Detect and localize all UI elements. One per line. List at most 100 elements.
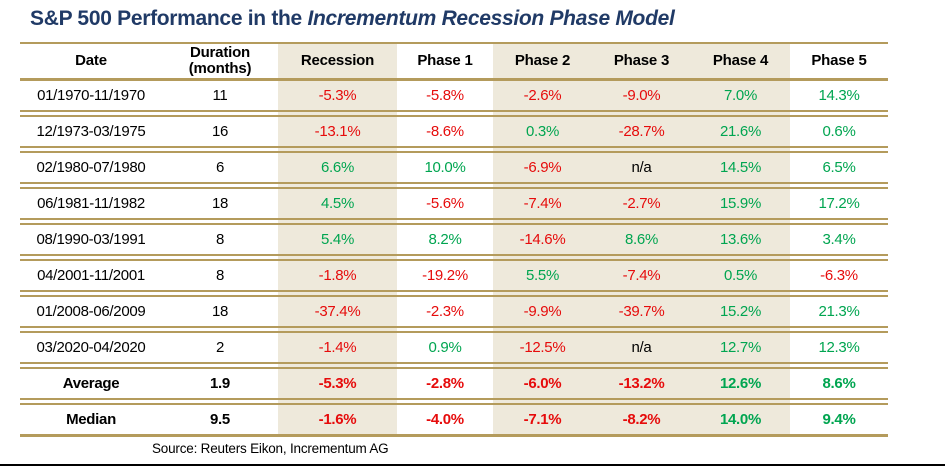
table-cell: 6.5% bbox=[822, 159, 856, 177]
table-cell: 15.9% bbox=[719, 195, 762, 213]
table-cell: 06/1981-11/1982 bbox=[37, 195, 145, 213]
table-cell: 14.3% bbox=[818, 87, 860, 105]
table-cell: 17.2% bbox=[818, 195, 860, 213]
table-cell: 8.2% bbox=[428, 231, 462, 249]
table-cell: -1.6% bbox=[318, 411, 357, 429]
column-header: Phase 2 bbox=[514, 52, 571, 70]
table-cell: 0.5% bbox=[724, 267, 757, 285]
table-cell: 21.3% bbox=[818, 303, 860, 321]
column-header: Phase 1 bbox=[417, 52, 473, 70]
table-cell: 21.6% bbox=[719, 123, 762, 141]
table-cell: -7.4% bbox=[523, 195, 562, 213]
table-header-row: Date Duration (months) Recession Phase 1 Pha… bbox=[20, 42, 888, 82]
table-cell: -37.4% bbox=[314, 303, 361, 321]
table-cell: -2.3% bbox=[426, 303, 464, 321]
table-cell: 3.4% bbox=[822, 231, 856, 249]
table-cell: Average bbox=[62, 375, 120, 393]
table-row: 02/1980-07/1980 6 6.6% 10.0% -6.9% n/a 14.5% 6.… bbox=[20, 151, 888, 185]
table-cell: 15.2% bbox=[719, 303, 762, 321]
table-cell: 2 bbox=[215, 339, 225, 357]
table-cell: 8.6% bbox=[625, 231, 658, 249]
table-cell: -2.8% bbox=[426, 375, 464, 393]
table-cell: -8.6% bbox=[426, 123, 464, 141]
table-cell: 12.7% bbox=[719, 339, 762, 357]
table-cell: 10.0% bbox=[424, 159, 466, 177]
column-header: Recession bbox=[300, 52, 375, 70]
table-cell: 9.4% bbox=[822, 411, 856, 429]
table-cell: 01/2008-06/2009 bbox=[36, 303, 146, 321]
table-cell: 16 bbox=[211, 123, 229, 141]
table-row: 01/1970-11/1970 11 -5.3% -5.8% -2.6% -9.0% 7.0… bbox=[20, 81, 888, 113]
table-row: 06/1981-11/1982 18 4.5% -5.6% -7.4% -2.7% 15.9… bbox=[20, 187, 888, 221]
table-row: 08/1990-03/1991 8 5.4% 8.2% -14.6% 8.6% 13.6% 3… bbox=[20, 223, 888, 257]
table-cell: -9.0% bbox=[622, 87, 661, 105]
table-cell: -1.4% bbox=[318, 339, 357, 357]
table-cell: 8.6% bbox=[822, 375, 856, 393]
table-cell: -5.3% bbox=[318, 87, 357, 105]
table-cell: 0.9% bbox=[428, 339, 462, 357]
table-cell: 6 bbox=[215, 159, 225, 177]
table-cell: n/a bbox=[631, 339, 652, 357]
table-cell: 4.5% bbox=[321, 195, 354, 213]
column-header: Phase 4 bbox=[712, 52, 769, 70]
table-cell: -19.2% bbox=[422, 267, 468, 285]
column-header: Duration (months) bbox=[188, 44, 252, 78]
table-cell: -6.0% bbox=[523, 375, 562, 393]
table-cell: 04/2001-11/2001 bbox=[37, 267, 145, 285]
table-row: 01/2008-06/2009 18 -37.4% -2.3% -9.9% -39.7% 1… bbox=[20, 295, 888, 329]
table-cell: 18 bbox=[211, 303, 229, 321]
table-cell: 02/1980-07/1980 bbox=[36, 159, 146, 177]
table-cell: 14.0% bbox=[719, 411, 762, 429]
table-cell: 7.0% bbox=[724, 87, 757, 105]
table-cell: -14.6% bbox=[519, 231, 566, 249]
table-cell: 12.6% bbox=[719, 375, 762, 393]
table-cell: -13.1% bbox=[314, 123, 361, 141]
table-cell: Median bbox=[66, 411, 116, 429]
table-cell: 08/1990-03/1991 bbox=[36, 231, 146, 249]
recession-column-stripe bbox=[278, 42, 397, 438]
table-cell: 01/1970-11/1970 bbox=[37, 87, 145, 105]
table-cell: 03/2020-04/2020 bbox=[36, 339, 146, 357]
table-cell: -13.2% bbox=[618, 375, 665, 393]
table-row: Average 1.9 -5.3% -2.8% -6.0% -13.2% 12.6% 8.6% bbox=[20, 367, 888, 401]
table-cell: 8 bbox=[215, 231, 225, 249]
table-row: 03/2020-04/2020 2 -1.4% 0.9% -12.5% n/a 12.7% 1… bbox=[20, 331, 888, 365]
table-cell: -12.5% bbox=[519, 339, 566, 357]
table-cell: 9.5 bbox=[210, 411, 230, 429]
table-cell: 12.3% bbox=[818, 339, 860, 357]
column-highlight-stripes bbox=[20, 42, 888, 438]
table-cell: 14.5% bbox=[719, 159, 762, 177]
figure-title: S&P 500 Performance in the Incrementum R… bbox=[30, 7, 675, 31]
source-note: Source: Reuters Eikon, Incrementum AG bbox=[152, 441, 389, 456]
table-cell: -8.2% bbox=[622, 411, 661, 429]
table-cell: -2.7% bbox=[622, 195, 661, 213]
table-row: 12/1973-03/1975 16 -13.1% -8.6% 0.3% -28.7% 21… bbox=[20, 115, 888, 149]
table-body: 01/1970-11/1970 11 -5.3% -5.8% -2.6% -9.0% 7.0… bbox=[20, 81, 888, 438]
table-cell: 1.9 bbox=[210, 375, 230, 393]
table-cell: -6.3% bbox=[820, 267, 858, 285]
performance-table: Date Duration (months) Recession Phase 1 Pha… bbox=[20, 42, 888, 438]
column-header: Phase 3 bbox=[613, 52, 670, 70]
table-cell: -1.8% bbox=[318, 267, 357, 285]
table-cell: -7.1% bbox=[523, 411, 562, 429]
table-cell: -4.0% bbox=[426, 411, 464, 429]
column-header: Phase 5 bbox=[811, 52, 867, 70]
table-cell: 0.6% bbox=[822, 123, 856, 141]
figure-title-prefix: S&P 500 Performance in the bbox=[30, 7, 308, 30]
table-cell: 13.6% bbox=[719, 231, 762, 249]
table-cell: -39.7% bbox=[618, 303, 665, 321]
table-cell: 8 bbox=[215, 267, 225, 285]
table-cell: 12/1973-03/1975 bbox=[36, 123, 146, 141]
table-cell: 0.3% bbox=[526, 123, 559, 141]
figure-title-emphasis: Incrementum Recession Phase Model bbox=[307, 7, 675, 30]
table-cell: -6.9% bbox=[523, 159, 562, 177]
table-cell: -9.9% bbox=[523, 303, 562, 321]
table-cell: 6.6% bbox=[321, 159, 354, 177]
table-cell: 18 bbox=[211, 195, 229, 213]
table-cell: 5.5% bbox=[526, 267, 559, 285]
bottom-border-line bbox=[0, 464, 945, 466]
table-cell: n/a bbox=[631, 159, 652, 177]
table-cell: -2.6% bbox=[523, 87, 562, 105]
table-row: 04/2001-11/2001 8 -1.8% -19.2% 5.5% -7.4% 0.5%… bbox=[20, 259, 888, 293]
